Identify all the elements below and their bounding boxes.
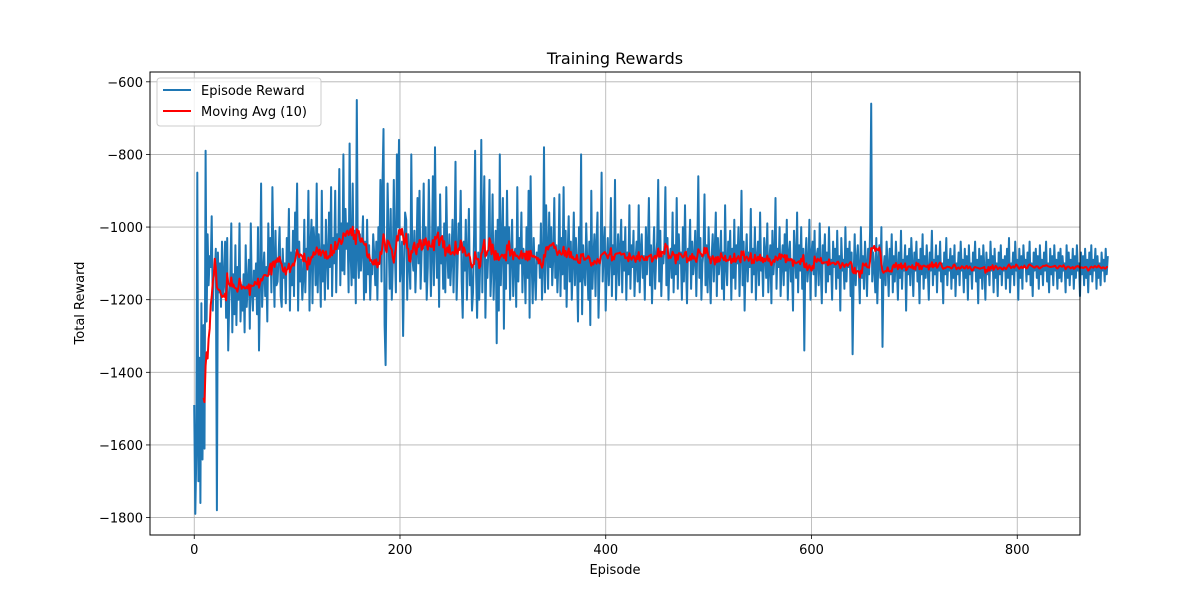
legend-label-moving-avg: Moving Avg (10) <box>201 105 307 120</box>
y-tick-label: −1200 <box>99 294 143 309</box>
y-tick-label: −600 <box>107 76 143 91</box>
series-line-moving-avg <box>202 225 1108 404</box>
legend: Episode Reward Moving Avg (10) <box>156 77 322 127</box>
y-tick-label: −800 <box>107 148 143 163</box>
y-axis-label: Total Reward <box>73 262 88 346</box>
x-tick-label: 400 <box>593 543 618 558</box>
x-tick-label: 800 <box>1005 543 1030 558</box>
y-axis-ticks: −1800 −1600 −1400 −1200 −1000 −800 −600 <box>99 76 150 527</box>
x-tick-label: 0 <box>190 543 198 558</box>
legend-label-episode-reward: Episode Reward <box>201 84 305 99</box>
plot-series <box>193 99 1109 515</box>
x-tick-label: 200 <box>388 543 413 558</box>
y-tick-label: −1000 <box>99 221 143 236</box>
y-tick-label: −1600 <box>99 439 143 454</box>
legend-box <box>156 77 322 127</box>
x-axis-label: Episode <box>589 563 640 578</box>
series-line-episode-reward <box>193 99 1109 515</box>
plot-frame <box>149 71 1081 536</box>
x-tick-label: 600 <box>799 543 824 558</box>
y-tick-label: −1800 <box>99 512 143 527</box>
x-axis-ticks: 0 200 400 600 800 <box>190 535 1030 558</box>
chart-title: Training Rewards <box>546 49 683 68</box>
y-tick-label: −1400 <box>99 366 143 381</box>
